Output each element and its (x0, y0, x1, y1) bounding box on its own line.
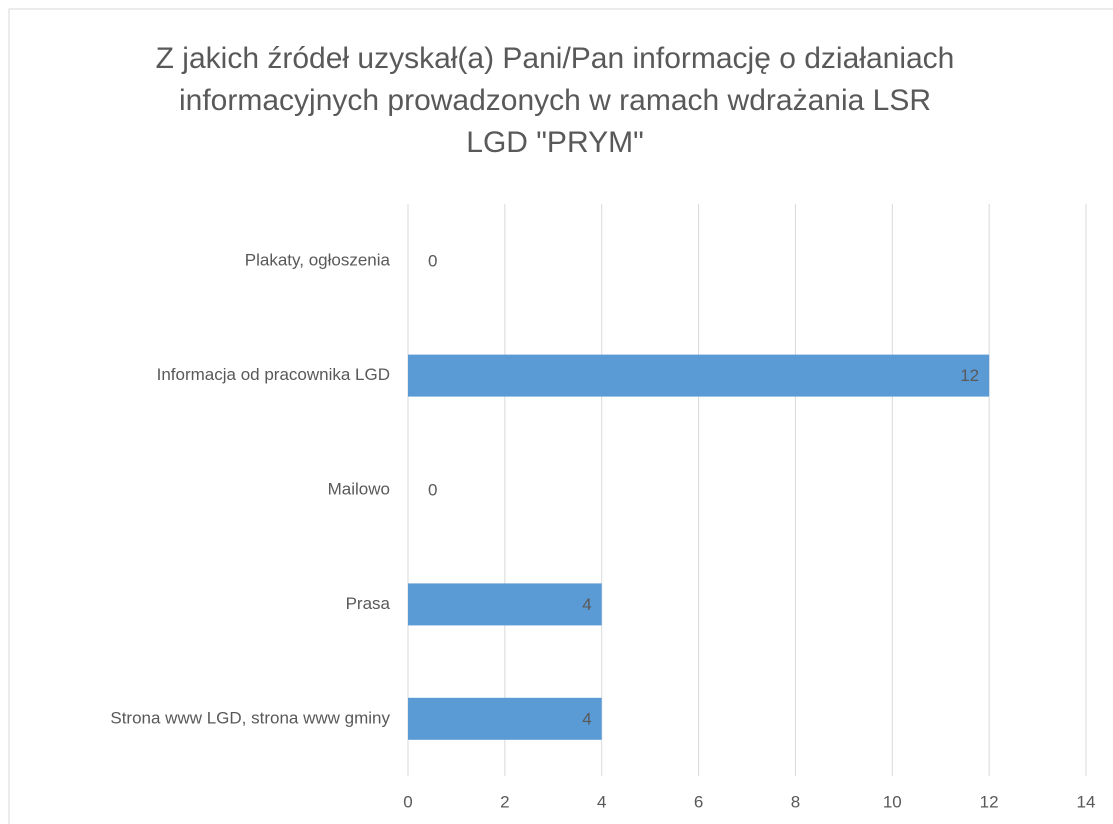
x-tick-label: 4 (597, 792, 606, 811)
y-tick-label: Mailowo (328, 479, 390, 498)
data-label: 0 (428, 252, 437, 271)
y-tick-label: Prasa (346, 594, 391, 613)
bar (408, 354, 990, 397)
x-tick-label: 12 (980, 792, 999, 811)
chart-border (8, 8, 1113, 824)
x-tick-label: 10 (883, 792, 902, 811)
data-label: 4 (582, 709, 591, 728)
data-label: 4 (582, 595, 591, 614)
x-tick-label: 14 (1077, 792, 1096, 811)
bar (408, 697, 602, 740)
chart-title: Z jakich źródeł uzyskał(a) Pani/Pan info… (155, 42, 955, 159)
data-label: 12 (960, 366, 979, 385)
x-tick-label: 8 (791, 792, 800, 811)
x-tick-label: 2 (500, 792, 509, 811)
y-tick-label: Plakaty, ogłoszenia (245, 251, 391, 270)
x-tick-label: 6 (694, 792, 703, 811)
x-tick-label: 0 (403, 792, 412, 811)
y-tick-label: Strona www LGD, strona www gminy (110, 708, 390, 727)
bar (408, 583, 602, 626)
y-tick-label: Informacja od pracownika LGD (157, 365, 390, 384)
data-label: 0 (428, 480, 437, 499)
